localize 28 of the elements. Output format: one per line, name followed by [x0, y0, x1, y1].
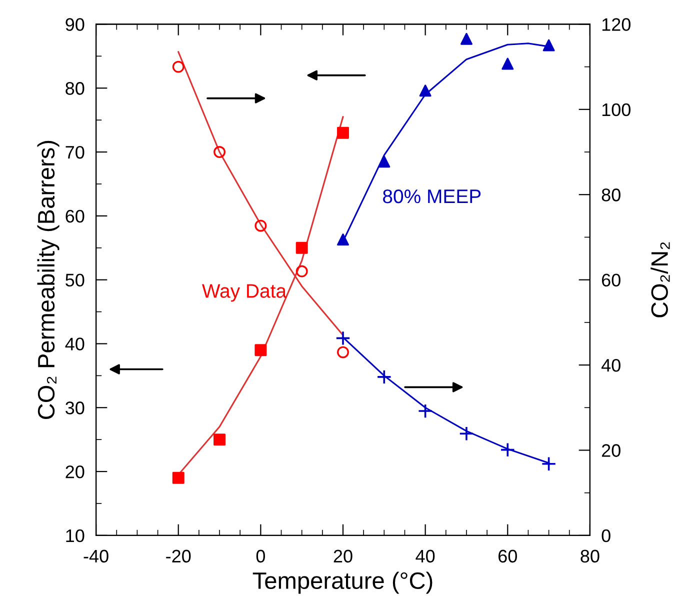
- y-tick-label: 40: [65, 338, 84, 350]
- y2-tick-label: 80: [602, 188, 620, 202]
- x-tick-label: 80: [580, 550, 600, 563]
- y-tick-label: 20: [66, 465, 84, 478]
- y-tick-label: 70: [66, 146, 84, 159]
- y2-tick-label: 60: [602, 274, 620, 287]
- x-axis-title: Temperature (°C): [252, 572, 432, 594]
- y2-axis-title: CO₂/N₂: [650, 242, 670, 318]
- y-tick-label: 10: [66, 529, 84, 542]
- annotation: Way Data: [202, 284, 287, 302]
- y2-tick-label: 40: [601, 358, 620, 372]
- y-axis-title: CO₂ Permeability (Barrers): [37, 140, 60, 419]
- y-tick-label: 60: [66, 210, 84, 223]
- x-tick-label: 20: [334, 550, 352, 563]
- annotation: 80% MEEP: [383, 189, 481, 204]
- y2-tick-label: 100: [602, 103, 630, 116]
- x-tick-label: 0: [256, 550, 265, 563]
- y2-tick-label: 20: [602, 444, 620, 457]
- y2-tick-label: 0: [602, 529, 610, 542]
- y-tick-label: 80: [66, 82, 84, 95]
- x-tick-label: -20: [166, 550, 191, 563]
- y-tick-label: 30: [66, 402, 84, 414]
- x-tick-label: 40: [416, 550, 435, 563]
- y-tick-label: 90: [66, 18, 84, 31]
- y2-tick-label: 120: [602, 18, 630, 31]
- x-tick-label: -40: [84, 550, 108, 563]
- x-tick-label: 60: [498, 550, 517, 563]
- y-tick-label: 50: [66, 274, 84, 287]
